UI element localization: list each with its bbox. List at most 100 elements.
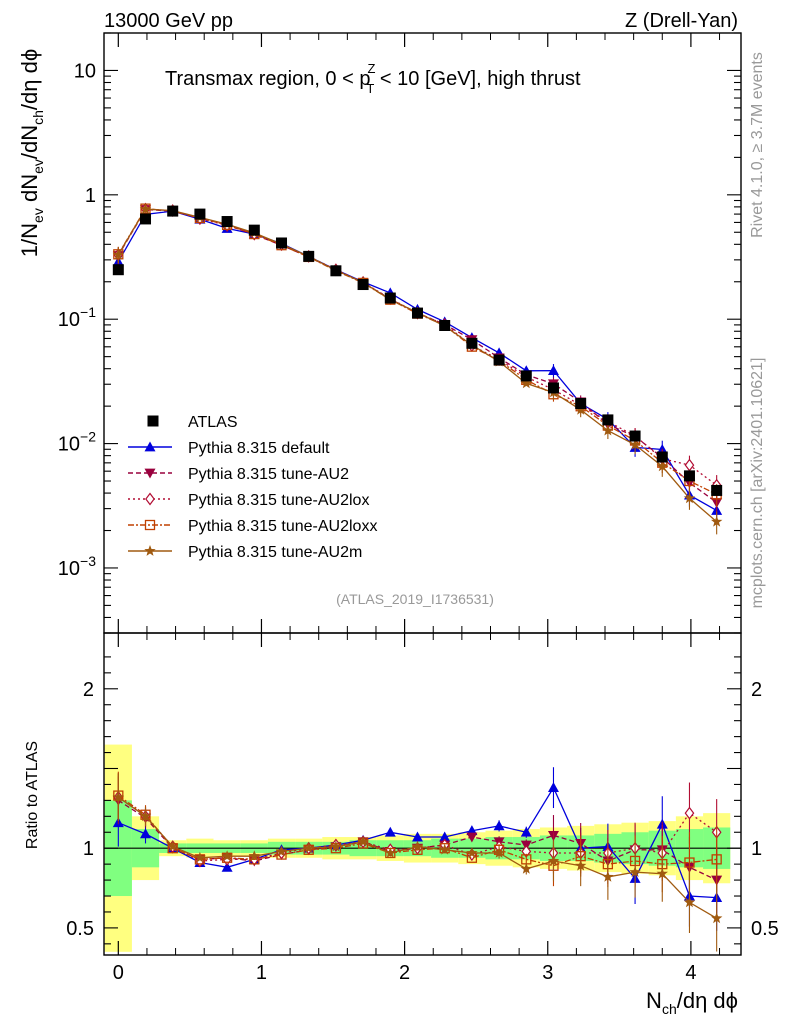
main-point-atlas — [575, 398, 587, 410]
y-axis-label-main: 1/Nev dNev/dNch/dη dϕ — [17, 49, 46, 257]
main-point-atlas — [493, 354, 505, 366]
y-main-tick-label: 10−1 — [58, 304, 96, 331]
main-point-AU2m — [711, 515, 723, 527]
main-point-atlas — [466, 337, 478, 349]
x-tick-label: 2 — [399, 962, 410, 984]
ratio-point-AU2m — [139, 810, 152, 822]
main-point-atlas — [248, 224, 260, 236]
legend-marker-atlas — [147, 415, 159, 427]
main-point-AU2m — [602, 424, 614, 436]
ratio-point-default — [439, 831, 451, 842]
legend-label: Pythia 8.315 tune-AU2lox — [188, 492, 369, 509]
legend-label: ATLAS — [188, 414, 238, 431]
ratio-point-default — [466, 825, 478, 836]
ratio-point-AU2m — [629, 866, 641, 877]
main-line-AU2 — [117, 208, 718, 504]
main-axes: 10−3 10−2 10−1 1 10 — [58, 32, 742, 634]
ratio-point-default — [520, 826, 532, 837]
ratio-point-default — [411, 831, 423, 842]
rivet-label: Rivet 4.1.0, ≥ 3.7M events — [749, 52, 766, 238]
legend-label: Pythia 8.315 default — [188, 440, 330, 457]
main-point-AU2m — [520, 377, 532, 389]
main-point-AU2lox — [684, 458, 695, 472]
ratio-point-default — [221, 861, 233, 872]
header-left: 13000 GeV pp — [104, 10, 233, 32]
ratio-point-AU2loxx — [684, 857, 695, 868]
main-point-AU2m — [112, 248, 124, 260]
main-point-atlas — [330, 265, 342, 277]
main-point-atlas — [221, 216, 233, 228]
ratio-point-AU2 — [466, 832, 478, 843]
plot-title: Transmax region, 0 < pZ T < 10 [GeV], hig… — [165, 61, 581, 96]
plot-title-sup: Z — [367, 61, 375, 76]
main-point-atlas — [357, 279, 369, 291]
main-point-atlas — [602, 414, 614, 426]
ratio-point-default — [384, 826, 396, 837]
main-point-atlas — [384, 292, 396, 304]
ratio-point-AU2m — [547, 855, 560, 866]
main-point-AU2m — [656, 460, 668, 472]
plot-title-sub: T — [366, 81, 374, 96]
main-point-atlas — [194, 208, 206, 220]
main-point-default — [547, 365, 559, 375]
ratio-point-AU2m — [167, 840, 179, 852]
ratio-axes: 0.5 0.5 1 1 2 2 0 1 2 3 4 — [66, 632, 779, 984]
header-right: Z (Drell-Yan) — [625, 10, 738, 32]
y-ratio-tick-label-right: 1 — [751, 838, 762, 860]
ratio-point-AU2m — [493, 847, 505, 858]
main-point-AU2m — [139, 203, 152, 214]
plot-title-prefix: Transmax region, 0 < p — [165, 68, 370, 90]
analysis-id: (ATLAS_2019_I1736531) — [336, 591, 494, 607]
legend-label: Pythia 8.315 tune-AU2m — [188, 544, 362, 561]
main-point-atlas — [140, 213, 152, 225]
y-ratio-tick-label-left: 1 — [83, 838, 94, 860]
y-main-tick-label: 10−3 — [58, 553, 96, 580]
y-main-tick-label: 10−2 — [58, 429, 96, 456]
ratio-point-AU2m — [221, 850, 233, 861]
ratio-point-AU2m — [656, 867, 668, 879]
ratio-point-AU2m — [248, 850, 260, 861]
ratio-point-AU2m — [275, 845, 288, 857]
legend-marker-AU2m — [144, 545, 156, 556]
y-ratio-tick-label-right: 0.5 — [751, 918, 779, 940]
ratio-series — [112, 767, 723, 952]
ratio-point-AU2m — [112, 791, 124, 802]
main-reference-points — [112, 205, 723, 496]
main-frame — [103, 32, 742, 634]
main-point-atlas — [411, 307, 423, 319]
ratio-point-AU2loxx — [711, 854, 722, 865]
ratio-point-default — [140, 828, 152, 839]
legend-marker-default — [144, 441, 156, 452]
legend-label: Pythia 8.315 tune-AU2loxx — [188, 518, 377, 535]
ratio-point-AU2m — [711, 912, 723, 924]
main-series — [112, 202, 723, 535]
mcplots-label: mcplots.cern.ch [arXiv:2401.10621] — [749, 358, 766, 609]
main-point-AU2m — [683, 492, 696, 504]
main-point-atlas — [520, 370, 532, 382]
main-point-atlas — [303, 250, 315, 262]
ratio-point-AU2lox — [684, 806, 695, 820]
ratio-point-AU2m — [520, 862, 532, 874]
ratio-point-AU2m — [194, 851, 206, 863]
ratio-point-AU2m — [439, 843, 451, 855]
ratio-point-AU2m — [683, 896, 696, 908]
x-axis-label: Nch/dη dϕ — [646, 988, 738, 1017]
legend-marker-AU2lox — [145, 492, 155, 506]
ratio-point-AU2m — [357, 835, 369, 847]
main-point-atlas — [683, 470, 695, 482]
ratio-point-default — [493, 820, 505, 831]
y-ratio-tick-label-left: 2 — [83, 679, 94, 701]
ratio-point-AU2m — [330, 840, 342, 852]
plot-title-suffix: < 10 [GeV], high thrust — [374, 68, 581, 90]
legend-marker-AU2 — [144, 468, 156, 479]
ratio-line-AU2loxx — [117, 795, 717, 867]
y-ratio-tick-label-left: 0.5 — [66, 918, 94, 940]
ratio-point-AU2m — [384, 847, 396, 858]
main-line-AU2loxx — [117, 207, 717, 495]
main-point-atlas — [547, 382, 559, 394]
ratio-point-AU2m — [303, 842, 315, 854]
legend-label: Pythia 8.315 tune-AU2 — [188, 466, 349, 483]
main-point-atlas — [112, 264, 124, 276]
main-point-atlas — [167, 205, 179, 217]
